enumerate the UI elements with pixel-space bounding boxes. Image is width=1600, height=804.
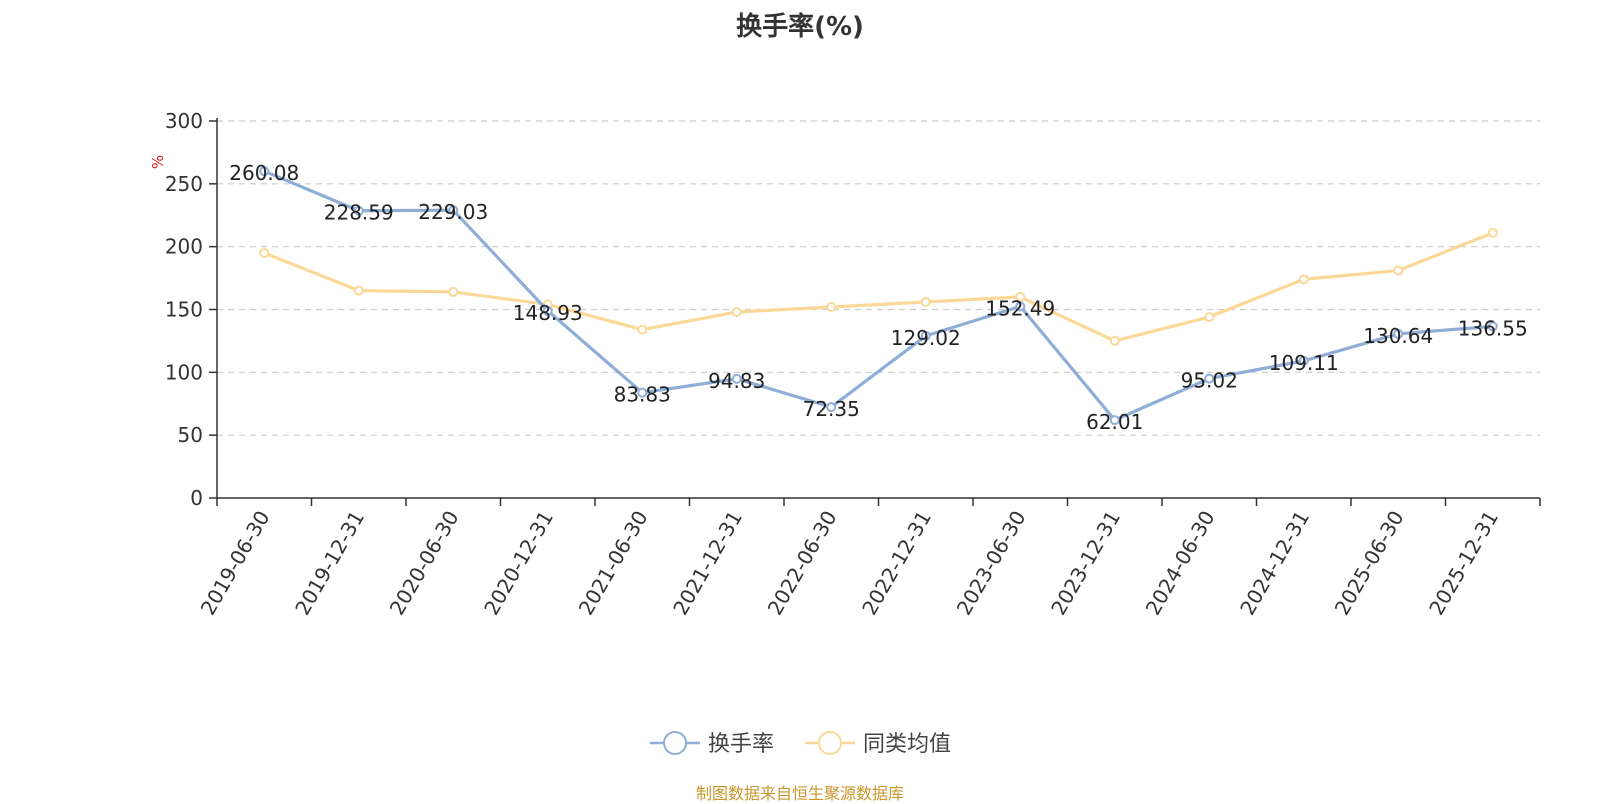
data-point bbox=[1204, 373, 1215, 384]
series-lines bbox=[259, 166, 1498, 426]
x-tick-label: 2022-06-30 bbox=[763, 507, 842, 620]
series-line-1 bbox=[263, 231, 1494, 343]
data-source-note: 制图数据来自恒生聚源数据库 bbox=[695, 784, 904, 803]
data-point bbox=[920, 330, 931, 341]
x-tick-label: 2024-12-31 bbox=[1235, 507, 1314, 620]
data-point bbox=[1109, 335, 1120, 346]
data-point bbox=[353, 205, 364, 216]
y-tick-label: 250 bbox=[165, 172, 203, 196]
y-tick-label: 200 bbox=[165, 235, 203, 259]
data-label: 109.11 bbox=[1269, 351, 1339, 375]
data-point bbox=[826, 301, 837, 312]
x-tick-label: 2023-06-30 bbox=[952, 507, 1031, 620]
data-point bbox=[920, 296, 931, 307]
x-tick-label: 2025-06-30 bbox=[1330, 507, 1409, 620]
data-labels: 260.08 228.59 229.03 148.93 83.83 94.83 72.35 1… bbox=[229, 161, 1527, 434]
data-point bbox=[1109, 415, 1120, 426]
x-tick-label: 2019-06-30 bbox=[196, 507, 275, 620]
data-point bbox=[259, 166, 270, 177]
data-point bbox=[353, 285, 364, 296]
data-point bbox=[542, 305, 553, 316]
x-tick-label: 2024-06-30 bbox=[1141, 507, 1220, 620]
data-label: 148.93 bbox=[513, 301, 583, 325]
legend-marker bbox=[663, 731, 687, 755]
y-tick-label: 0 bbox=[190, 486, 203, 510]
y-tick-label: 100 bbox=[165, 360, 203, 384]
data-point bbox=[731, 307, 742, 318]
data-label: 152.49 bbox=[985, 296, 1055, 320]
x-tick-label: 2022-12-31 bbox=[857, 507, 936, 620]
data-point bbox=[1487, 321, 1498, 332]
data-point bbox=[259, 247, 270, 258]
data-point bbox=[637, 387, 648, 398]
data-point bbox=[1015, 301, 1026, 312]
data-point bbox=[826, 402, 837, 413]
data-point bbox=[448, 205, 459, 216]
legend-label: 同类均值 bbox=[863, 732, 951, 757]
x-tick-label: 2019-12-31 bbox=[290, 507, 369, 620]
data-point bbox=[1204, 312, 1215, 323]
data-label: 72.35 bbox=[803, 397, 860, 421]
data-label: 95.02 bbox=[1181, 369, 1238, 393]
data-label: 136.55 bbox=[1458, 316, 1528, 340]
x-tick-label: 2025-12-31 bbox=[1424, 507, 1503, 620]
x-tick-label: 2020-06-30 bbox=[385, 507, 464, 620]
data-point bbox=[1393, 265, 1404, 276]
y-axis-unit: % bbox=[149, 155, 167, 169]
y-tick-label: 50 bbox=[178, 423, 203, 447]
legend[interactable]: 换手率 同类均值 bbox=[650, 731, 951, 757]
data-label: 62.01 bbox=[1086, 410, 1143, 434]
data-label: 83.83 bbox=[614, 383, 671, 407]
data-label: 130.64 bbox=[1363, 324, 1433, 348]
y-tick-label: 300 bbox=[165, 109, 203, 133]
data-point bbox=[1298, 355, 1309, 366]
x-tick-label: 2021-06-30 bbox=[574, 507, 653, 620]
grid-lines bbox=[217, 120, 1540, 436]
y-tick-label: 150 bbox=[165, 298, 203, 322]
data-point bbox=[731, 373, 742, 384]
legend-item-1[interactable]: 同类均值 bbox=[805, 731, 951, 757]
data-label: 229.03 bbox=[418, 200, 488, 224]
x-tick-label: 2021-12-31 bbox=[668, 507, 747, 620]
x-tick-label: 2020-12-31 bbox=[479, 507, 558, 620]
data-point bbox=[448, 286, 459, 297]
legend-item-0[interactable]: 换手率 bbox=[650, 731, 774, 757]
data-point bbox=[1015, 291, 1026, 302]
data-label: 94.83 bbox=[708, 369, 765, 393]
legend-marker bbox=[818, 731, 842, 755]
data-point bbox=[1393, 328, 1404, 339]
data-point bbox=[1298, 274, 1309, 285]
data-point bbox=[1487, 227, 1498, 238]
data-label: 228.59 bbox=[324, 201, 394, 225]
series-line-0 bbox=[263, 169, 1493, 422]
data-point bbox=[637, 324, 648, 335]
x-tick-label: 2023-12-31 bbox=[1046, 507, 1125, 620]
chart-title: 换手率(%) bbox=[736, 12, 864, 42]
data-label: 129.02 bbox=[891, 326, 961, 350]
legend-label: 换手率 bbox=[708, 732, 774, 757]
data-label: 260.08 bbox=[229, 161, 299, 185]
